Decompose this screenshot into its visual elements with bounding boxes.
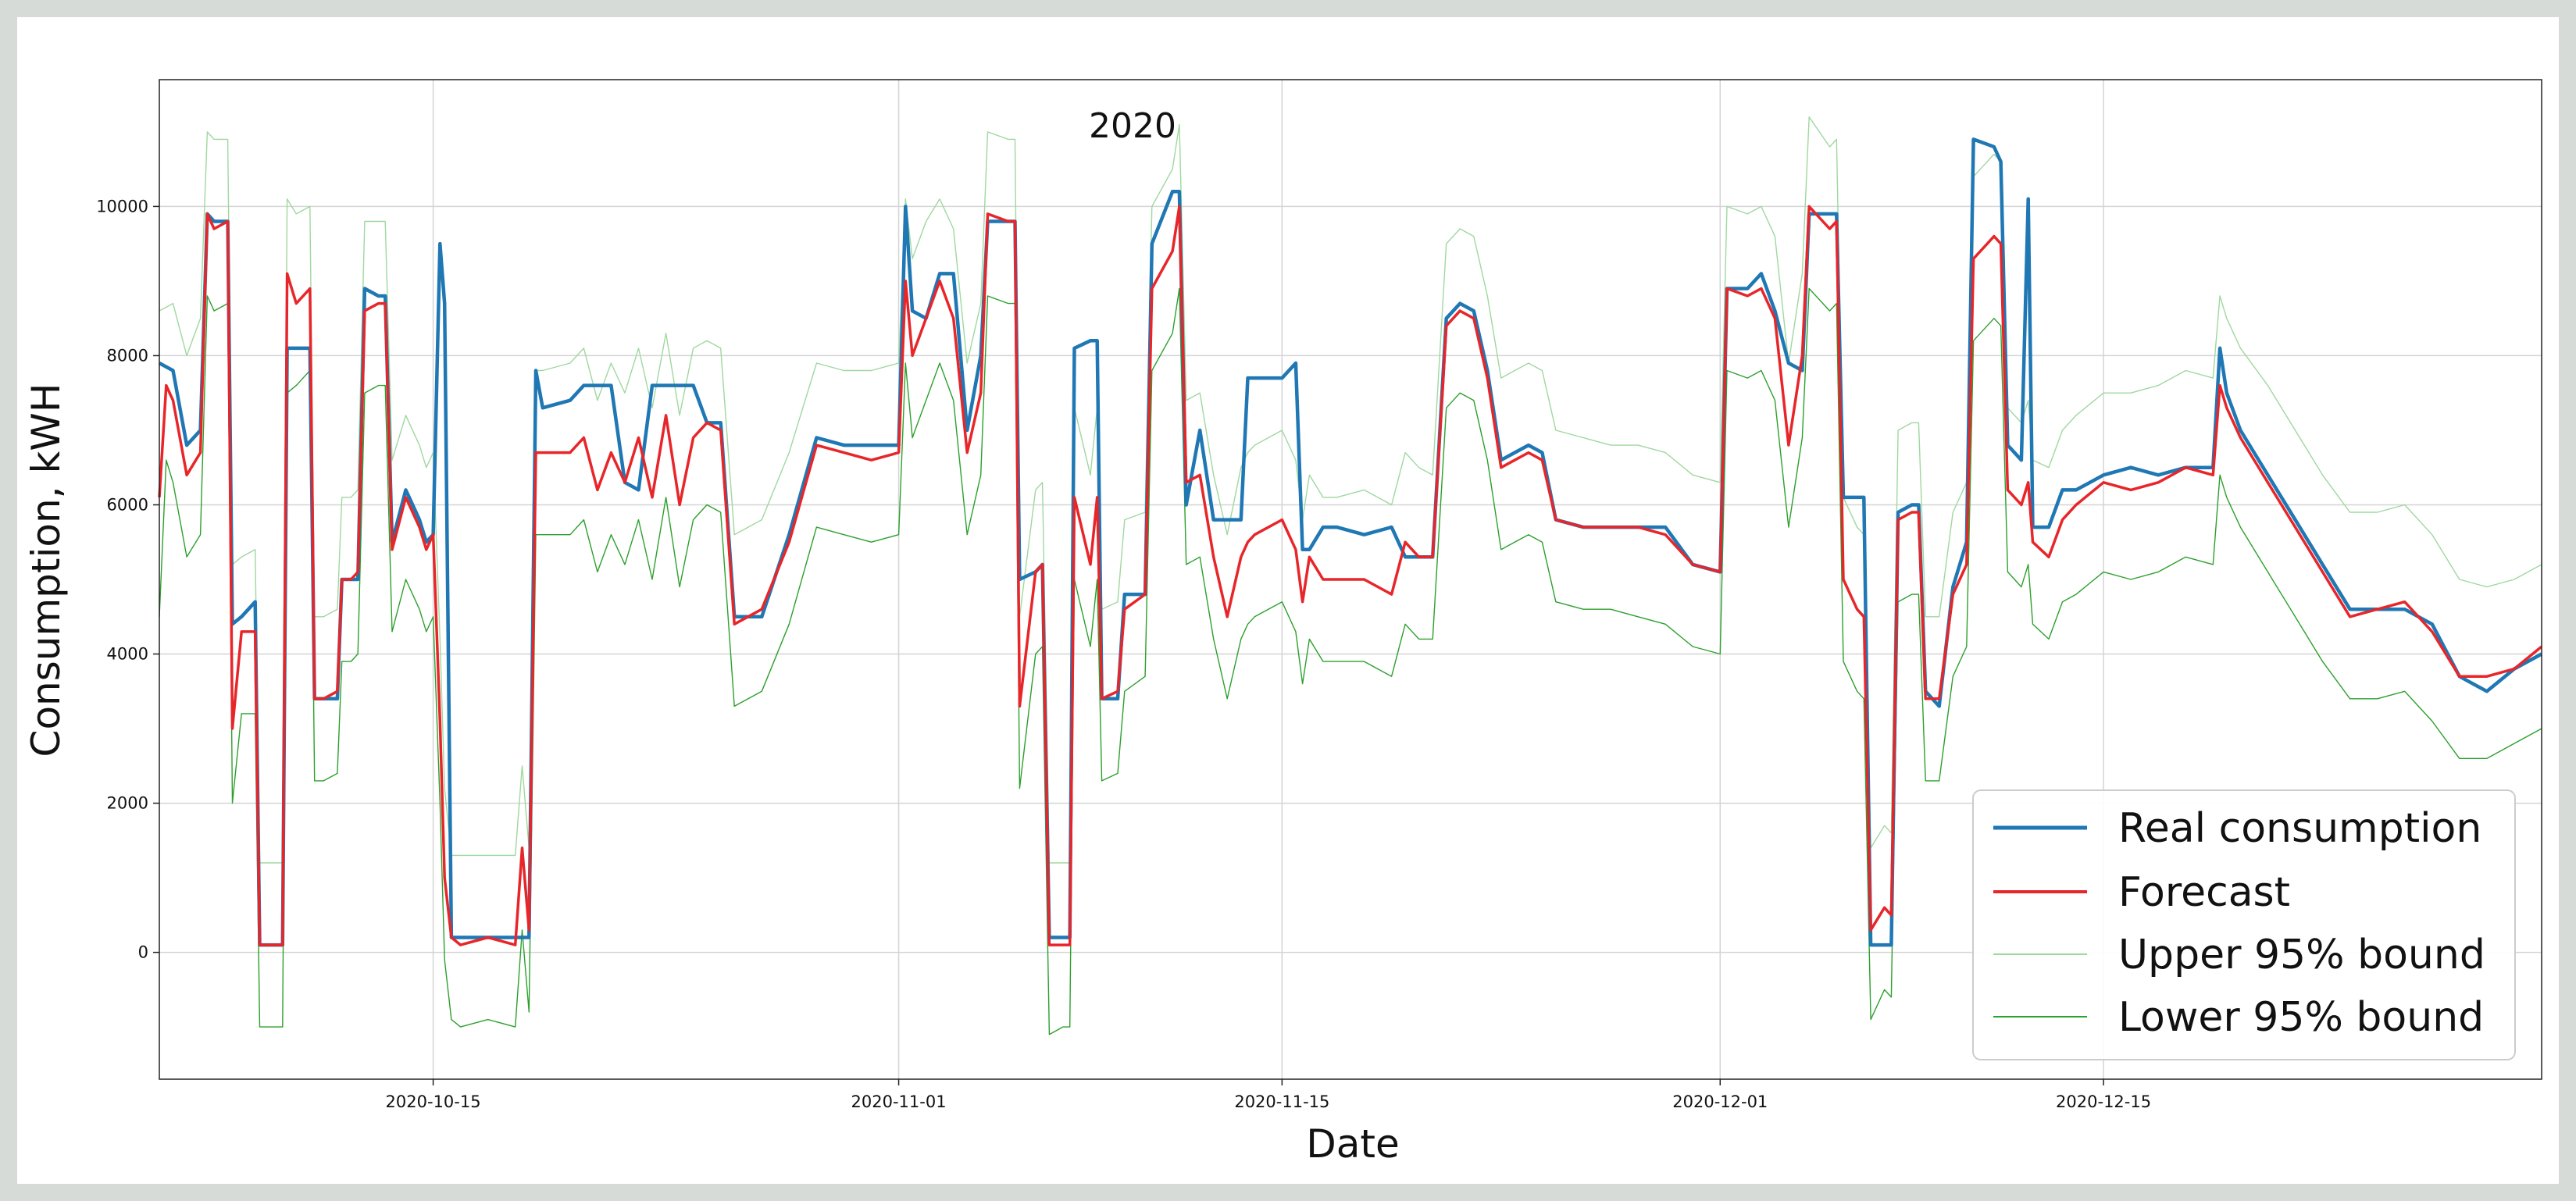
legend-label-real-consumption: Real consumption [2118, 805, 2481, 852]
chart-legend: Real consumption Forecast Upper 95% boun… [1972, 789, 2516, 1060]
x-axis-label: Date [1306, 1121, 1400, 1167]
series-line-real-consumption [158, 137, 2543, 947]
series-line-lower-95-bound [159, 287, 2542, 1035]
y-tick-label: 0 [138, 943, 148, 962]
legend-label-upper-bound: Upper 95% bound [2118, 932, 2485, 978]
x-tick-label: 2020-10-15 [386, 1092, 481, 1111]
y-tick-label: 4000 [107, 645, 148, 664]
x-tick-label: 2020-11-15 [1234, 1092, 1329, 1111]
legend-label-lower-bound: Lower 95% bound [2118, 994, 2484, 1041]
y-tick-label: 10000 [96, 197, 148, 216]
y-tick-label: 6000 [107, 495, 148, 514]
y-tick-label: 2000 [107, 794, 148, 813]
plot-area-border [159, 79, 2542, 1080]
x-tick-label: 2020-12-15 [2056, 1092, 2151, 1111]
chart-frame: 0 2000 4000 6000 8000 10000 2020-10-15 2020-11-… [17, 17, 2559, 1184]
legend-label-forecast: Forecast [2118, 869, 2290, 916]
chart-title: 2020 [1089, 106, 1176, 146]
y-axis-label: Consumption, kWH [23, 383, 69, 757]
x-tick-label: 2020-11-01 [851, 1092, 947, 1111]
y-tick-label: 8000 [107, 346, 148, 365]
series-lines [158, 116, 2543, 1035]
legend-box [1972, 789, 2516, 1060]
axis-ticks: 0 2000 4000 6000 8000 10000 2020-10-15 2020-11-… [96, 197, 2151, 1111]
series-line-forecast [158, 205, 2543, 946]
grid-lines [159, 80, 2542, 1079]
x-tick-label: 2020-12-01 [1672, 1092, 1768, 1111]
series-line-upper-95-bound [159, 116, 2542, 864]
line-chart: 0 2000 4000 6000 8000 10000 2020-10-15 2020-11-… [23, 79, 2543, 1167]
